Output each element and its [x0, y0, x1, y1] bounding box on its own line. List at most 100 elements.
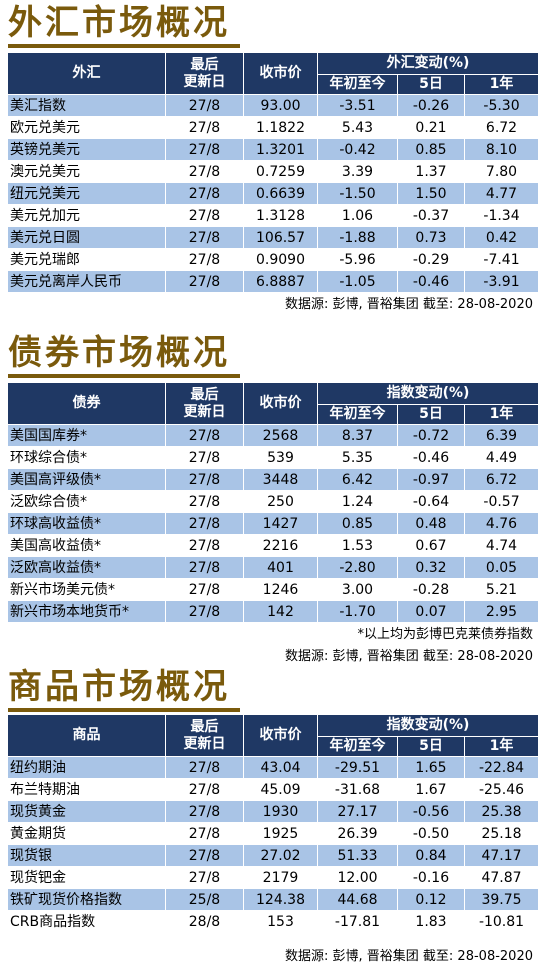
cell-y1: 6.39	[463, 424, 540, 447]
cell-name: 黄金期货	[7, 822, 166, 845]
cell-d5: -0.97	[397, 468, 465, 491]
commodity-header-ytd: 年初至今	[317, 736, 398, 757]
cell-close: 45.09	[243, 778, 318, 801]
cell-y1: -22.84	[463, 756, 540, 779]
cell-ytd: 8.37	[317, 424, 398, 447]
cell-d5: 0.48	[397, 512, 465, 535]
cell-close: 1925	[243, 822, 318, 845]
cell-d5: -0.46	[397, 270, 465, 293]
cell-close: 142	[243, 600, 318, 623]
bond-title-underline	[8, 374, 240, 378]
table-row: 布兰特期油 27/8 45.09 -31.68 1.67 -25.46	[7, 778, 540, 801]
bond-table: 债券 最后 更新日 收市价 指数变动(%) 年初至今 5日 1年 美国国库券* 2…	[7, 382, 540, 623]
cell-name: 美国高评级债*	[7, 468, 166, 491]
table-row: 英镑兑美元 27/8 1.3201 -0.42 0.85 8.10	[7, 138, 540, 161]
cell-d5: -0.16	[397, 866, 465, 889]
cell-d5: 0.84	[397, 844, 465, 867]
cell-d5: 0.32	[397, 556, 465, 579]
cell-y1: 2.95	[463, 600, 540, 623]
cell-ytd: -1.88	[317, 226, 398, 249]
table-row: 美国国库券* 27/8 2568 8.37 -0.72 6.39	[7, 424, 540, 447]
cell-d5: 1.83	[397, 910, 465, 933]
cell-ytd: -17.81	[317, 910, 398, 933]
cell-date: 27/8	[165, 446, 244, 469]
cell-name: 新兴市场美元债*	[7, 578, 166, 601]
bond-note: *以上均为彭博巴克莱债券指数	[357, 627, 533, 642]
cell-y1: 39.75	[463, 888, 540, 911]
cell-ytd: 27.17	[317, 800, 398, 823]
cell-name: 澳元兑美元	[7, 160, 166, 183]
table-row: 泛欧综合债* 27/8 250 1.24 -0.64 -0.57	[7, 490, 540, 513]
table-row: 泛欧高收益债* 27/8 401 -2.80 0.32 0.05	[7, 556, 540, 579]
cell-close: 43.04	[243, 756, 318, 779]
cell-d5: 0.21	[397, 116, 465, 139]
fx-table: 外汇 最后 更新日 收市价 外汇变动(%) 年初至今 5日 1年 美汇指数 27/…	[7, 52, 540, 293]
cell-date: 27/8	[165, 556, 244, 579]
cell-ytd: 5.35	[317, 446, 398, 469]
cell-d5: 1.50	[397, 182, 465, 205]
table-row: 环球高收益债* 27/8 1427 0.85 0.48 4.76	[7, 512, 540, 535]
cell-d5: -0.46	[397, 446, 465, 469]
cell-name: 新兴市场本地货币*	[7, 600, 166, 623]
cell-name: 环球高收益债*	[7, 512, 166, 535]
cell-y1: -3.91	[463, 270, 540, 293]
fx-header-5d: 5日	[397, 74, 465, 95]
cell-date: 27/8	[165, 116, 244, 139]
bond-source: 数据源: 彭博, 晋裕集团 截至: 28-08-2020	[285, 649, 533, 664]
cell-date: 25/8	[165, 888, 244, 911]
cell-d5: -0.64	[397, 490, 465, 513]
cell-y1: 25.18	[463, 822, 540, 845]
table-row: 欧元兑美元 27/8 1.1822 5.43 0.21 6.72	[7, 116, 540, 139]
cell-close: 0.6639	[243, 182, 318, 205]
cell-date: 27/8	[165, 248, 244, 271]
commodity-header-updated: 最后 更新日	[165, 714, 244, 757]
bond-table-body: 美国国库券* 27/8 2568 8.37 -0.72 6.39 环球综合债* 27/8 539…	[7, 424, 540, 623]
commodity-section: 商品市场概况 商品 最后 更新日 收市价 指数变动(%) 年初至今 5日 1年 …	[0, 664, 545, 968]
cell-close: 2216	[243, 534, 318, 557]
table-row: CRB商品指数 28/8 153 -17.81 1.83 -10.81	[7, 910, 540, 933]
table-row: 新兴市场本地货币* 27/8 142 -1.70 0.07 2.95	[7, 600, 540, 623]
cell-name: 美元兑日圆	[7, 226, 166, 249]
table-row: 新兴市场美元债* 27/8 1246 3.00 -0.28 5.21	[7, 578, 540, 601]
cell-y1: 47.87	[463, 866, 540, 889]
cell-name: 铁矿现货价格指数	[7, 888, 166, 911]
cell-y1: -1.34	[463, 204, 540, 227]
cell-ytd: 0.85	[317, 512, 398, 535]
table-row: 美元兑加元 27/8 1.3128 1.06 -0.37 -1.34	[7, 204, 540, 227]
cell-d5: -0.37	[397, 204, 465, 227]
cell-date: 27/8	[165, 512, 244, 535]
cell-name: 纽元兑美元	[7, 182, 166, 205]
cell-ytd: 51.33	[317, 844, 398, 867]
cell-close: 3448	[243, 468, 318, 491]
cell-ytd: -0.42	[317, 138, 398, 161]
cell-close: 27.02	[243, 844, 318, 867]
table-row: 铁矿现货价格指数 25/8 124.38 44.68 0.12 39.75	[7, 888, 540, 911]
cell-date: 27/8	[165, 138, 244, 161]
cell-date: 27/8	[165, 756, 244, 779]
cell-date: 27/8	[165, 844, 244, 867]
bond-header-1y: 1年	[463, 404, 540, 425]
commodity-table: 商品 最后 更新日 收市价 指数变动(%) 年初至今 5日 1年 纽约期油 27/…	[7, 714, 540, 933]
cell-name: 英镑兑美元	[7, 138, 166, 161]
cell-close: 124.38	[243, 888, 318, 911]
cell-date: 27/8	[165, 534, 244, 557]
cell-name: 泛欧综合债*	[7, 490, 166, 513]
cell-y1: 4.49	[463, 446, 540, 469]
cell-date: 27/8	[165, 468, 244, 491]
fx-header-1y: 1年	[463, 74, 540, 95]
cell-close: 1930	[243, 800, 318, 823]
cell-close: 1.1822	[243, 116, 318, 139]
cell-d5: -0.72	[397, 424, 465, 447]
cell-name: 美元兑离岸人民币	[7, 270, 166, 293]
cell-ytd: -1.70	[317, 600, 398, 623]
cell-name: 现货黄金	[7, 800, 166, 823]
cell-close: 1427	[243, 512, 318, 535]
cell-name: 泛欧高收益债*	[7, 556, 166, 579]
cell-d5: -0.29	[397, 248, 465, 271]
bond-header-5d: 5日	[397, 404, 465, 425]
cell-close: 1246	[243, 578, 318, 601]
fx-section: 外汇市场概况 外汇 最后 更新日 收市价 外汇变动(%) 年初至今 5日 1年 …	[0, 0, 545, 320]
cell-date: 27/8	[165, 424, 244, 447]
table-row: 美元兑离岸人民币 27/8 6.8887 -1.05 -0.46 -3.91	[7, 270, 540, 293]
cell-close: 106.57	[243, 226, 318, 249]
